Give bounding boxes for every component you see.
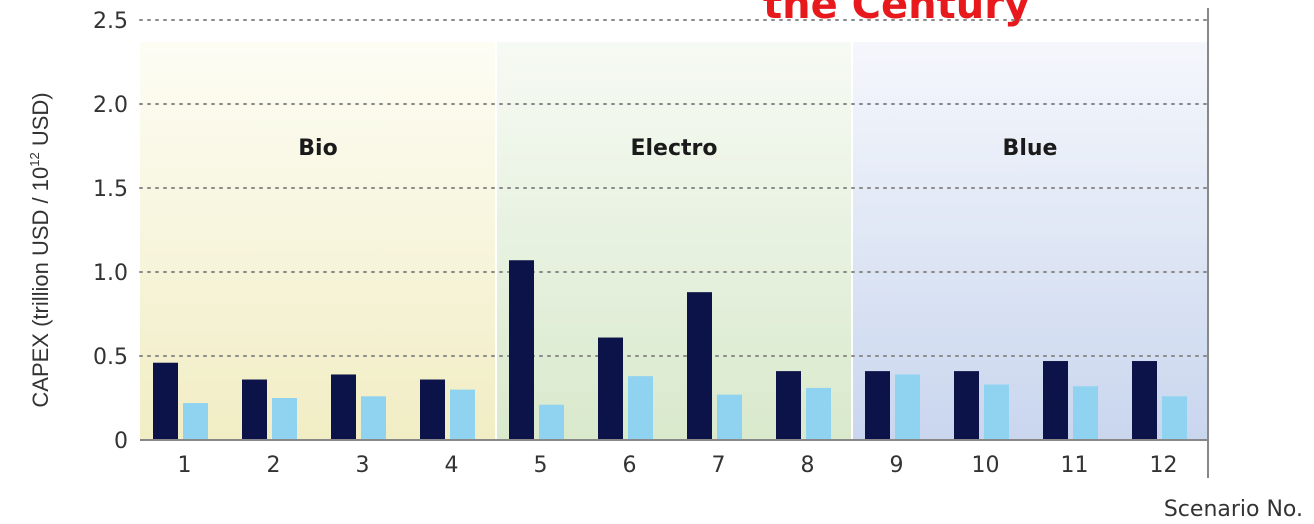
bar-scenario-2-series-2: [272, 398, 297, 440]
region-bio: [140, 42, 496, 440]
x-tick-label: 4: [445, 453, 459, 478]
region-label-blue: Blue: [1003, 136, 1058, 161]
bar-scenario-9-series-2: [895, 374, 920, 440]
bar-scenario-1-series-2: [183, 403, 208, 440]
region-label-bio: Bio: [298, 136, 337, 161]
bar-scenario-11-series-1: [1043, 361, 1068, 440]
chart-title-fragment: the Century: [763, 0, 1030, 28]
scenario-regions: Bio Electro Blue: [140, 42, 1208, 440]
bar-scenario-2-series-1: [242, 379, 267, 440]
y-tick-label: 0: [114, 429, 128, 454]
x-tick-label: 7: [712, 453, 726, 478]
tick-labels: 00.51.01.52.02.51 2 3 4 5 6 7 8 9 10 11 12: [93, 9, 1178, 478]
y-tick-label: 2.5: [93, 9, 128, 34]
bar-scenario-11-series-2: [1073, 386, 1098, 440]
bar-scenario-5-series-2: [539, 404, 564, 440]
bar-scenario-7-series-2: [717, 394, 742, 440]
x-tick-label: 9: [890, 453, 904, 478]
bar-scenario-8-series-1: [776, 371, 801, 440]
bar-scenario-1-series-1: [153, 362, 178, 440]
x-tick-label: 10: [972, 453, 1000, 478]
x-tick-label: 2: [267, 453, 281, 478]
axes: [140, 8, 1209, 478]
bar-scenario-9-series-1: [865, 371, 890, 440]
bar-scenario-6-series-1: [598, 337, 623, 440]
x-tick-label: 6: [623, 453, 637, 478]
region-label-electro: Electro: [630, 136, 717, 161]
bar-scenario-12-series-2: [1162, 396, 1187, 440]
bar-scenario-6-series-2: [628, 376, 653, 440]
x-tick-label: 1: [178, 453, 192, 478]
bar-scenario-10-series-1: [954, 371, 979, 440]
bar-scenario-4-series-2: [450, 389, 475, 440]
y-tick-label: 1.0: [93, 261, 128, 286]
x-tick-label: 11: [1061, 453, 1089, 478]
y-tick-label: 0.5: [93, 345, 128, 370]
bar-scenario-10-series-2: [984, 384, 1009, 440]
bar-scenario-4-series-1: [420, 379, 445, 440]
bar-scenario-12-series-1: [1132, 361, 1157, 440]
bar-scenario-5-series-1: [509, 260, 534, 440]
y-tick-label: 2.0: [93, 93, 128, 118]
x-tick-label: 8: [801, 453, 815, 478]
bar-scenario-7-series-1: [687, 292, 712, 440]
bar-scenario-3-series-2: [361, 396, 386, 440]
x-axis-title: Scenario No.: [1164, 497, 1303, 522]
bar-scenario-8-series-2: [806, 387, 831, 440]
bar-scenario-3-series-1: [331, 374, 356, 440]
bars: [153, 260, 1187, 440]
x-tick-label: 5: [534, 453, 548, 478]
x-tick-label: 12: [1150, 453, 1178, 478]
x-tick-label: 3: [356, 453, 370, 478]
y-axis-title: CAPEX (trillion USD / 1012 USD): [27, 92, 53, 407]
y-tick-label: 1.5: [93, 177, 128, 202]
gridlines: [139, 19, 1209, 357]
